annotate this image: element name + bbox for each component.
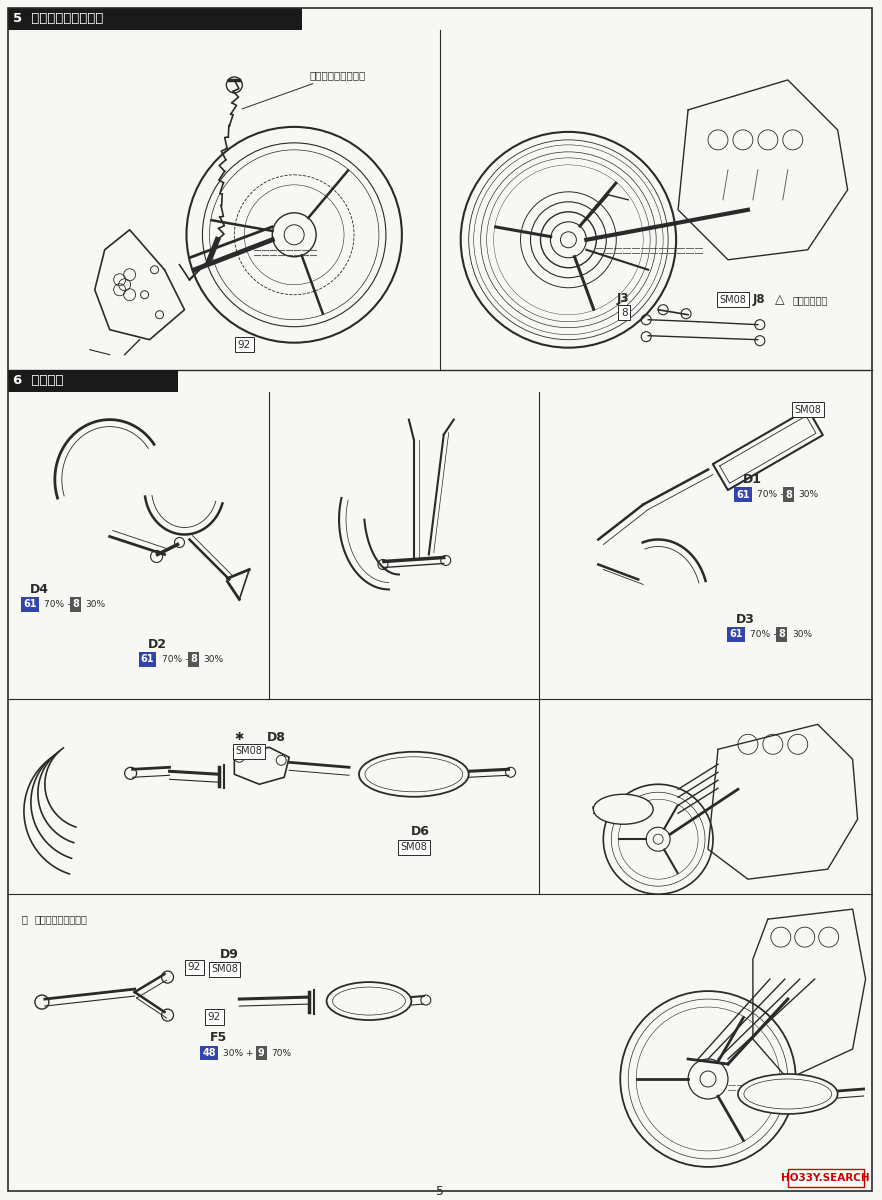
Text: SM08: SM08 [400,842,427,852]
Text: 向きに注意。: 向きに注意。 [793,295,828,305]
Text: 30%: 30% [799,490,818,499]
Text: SM08: SM08 [211,964,238,974]
Text: 61: 61 [141,654,154,665]
Text: 70% +: 70% + [161,655,192,664]
Text: 5: 5 [436,1186,444,1199]
Text: 5  リヤサスペンション: 5 リヤサスペンション [13,12,103,25]
Text: D6: D6 [411,824,430,838]
Text: SM08: SM08 [235,746,263,756]
Text: 70% +: 70% + [757,490,788,499]
Text: SM08: SM08 [720,295,746,305]
Text: F5: F5 [209,1031,227,1044]
Text: 8: 8 [72,600,79,610]
Bar [8,370,177,391]
Text: 30%: 30% [792,630,812,638]
Text: 6  マフラー: 6 マフラー [13,374,64,388]
Ellipse shape [359,752,468,797]
Text: △: △ [775,293,785,306]
Text: 30% +: 30% + [223,1049,254,1057]
Text: 8: 8 [190,654,197,665]
Text: 92: 92 [188,962,201,972]
Ellipse shape [326,982,411,1020]
Text: 30%: 30% [86,600,106,608]
Text: 61: 61 [736,490,750,499]
Text: 92: 92 [237,340,251,349]
Text: J3: J3 [617,293,629,305]
Text: D3: D3 [736,613,755,626]
Text: 61: 61 [23,600,37,610]
Text: 61: 61 [729,630,743,640]
Text: D2: D2 [147,638,167,650]
Text: J8: J8 [753,293,766,306]
Text: D1: D1 [743,473,762,486]
Text: 70%: 70% [272,1049,291,1057]
Text: D8: D8 [267,731,286,744]
Text: 48: 48 [203,1048,216,1058]
Bar [8,8,303,30]
Bar [788,1169,863,1187]
Text: 穴を貫通させます。: 穴を貫通させます。 [35,914,88,924]
Text: 30%: 30% [204,655,223,664]
Ellipse shape [594,794,654,824]
Text: 92: 92 [208,1012,221,1022]
Text: 70% +: 70% + [750,630,781,638]
Text: 8: 8 [785,490,792,499]
Ellipse shape [738,1074,838,1114]
Text: リヤサスペンション: リヤサスペンション [242,70,365,109]
Text: D4: D4 [30,583,49,596]
Text: 9: 9 [258,1048,265,1058]
Text: ✱: ✱ [235,732,244,743]
Text: SM08: SM08 [795,404,821,415]
Text: HO33Y.SEARCH: HO33Y.SEARCH [781,1172,870,1183]
Text: 8: 8 [621,307,628,318]
Text: 70% +: 70% + [44,600,74,608]
Text: ⬛: ⬛ [22,914,28,924]
Text: 8: 8 [779,630,785,640]
Text: D9: D9 [220,948,238,961]
